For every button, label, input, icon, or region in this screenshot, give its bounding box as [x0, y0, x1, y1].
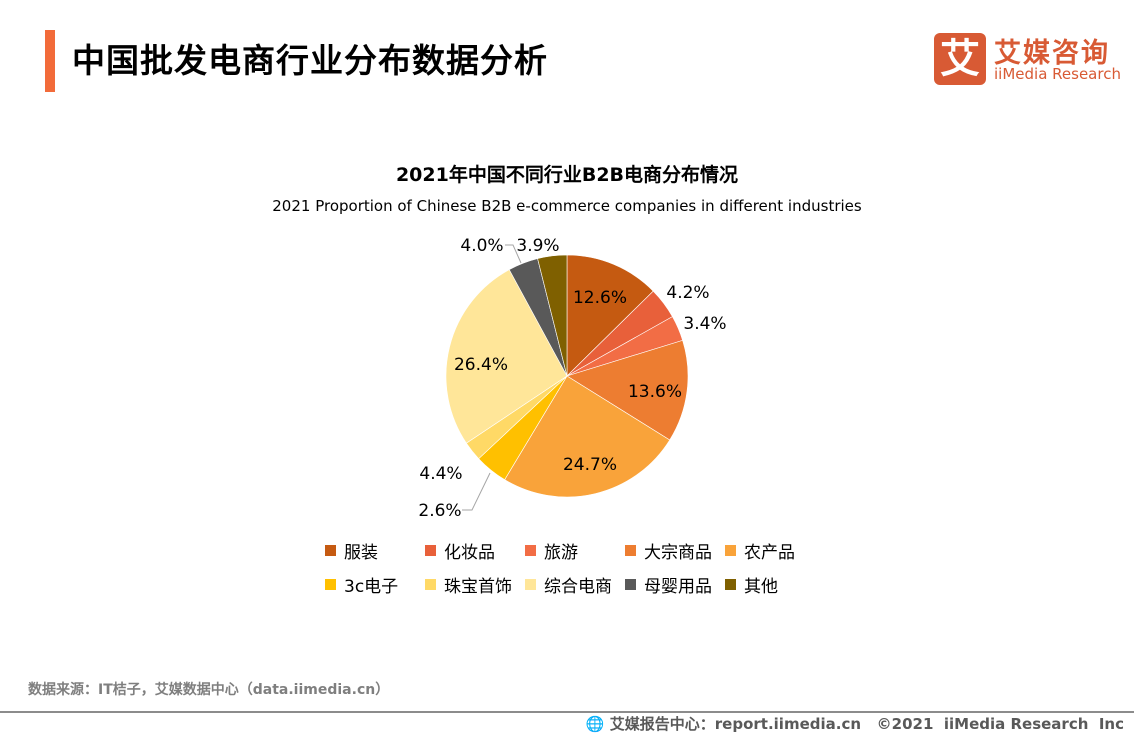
data-label: 4.0%: [460, 236, 503, 256]
logo-icon: 艾: [934, 33, 986, 85]
globe-icon: 🌐: [585, 715, 610, 733]
data-label: 3.9%: [516, 236, 559, 256]
legend-swatch: [525, 545, 536, 556]
pie-slice: [504, 375, 671, 498]
data-label: 13.6%: [628, 382, 682, 402]
legend-item: 农产品: [725, 538, 795, 563]
legend-label: 其他: [744, 577, 778, 597]
data-label: 3.4%: [683, 314, 726, 334]
legend-label: 化妆品: [444, 543, 495, 563]
legend-label: 农产品: [744, 543, 795, 563]
legend-item: 其他: [725, 572, 778, 597]
legend-swatch: [725, 579, 736, 590]
legend-swatch: [425, 545, 436, 556]
logo-text-en: iiMedia Research: [994, 65, 1121, 83]
data-label: 12.6%: [573, 288, 627, 308]
legend-item: 大宗商品: [625, 538, 712, 563]
legend-label: 珠宝首饰: [444, 577, 512, 597]
legend-swatch: [625, 545, 636, 556]
footer: 🌐 艾媒报告中心：report.iimedia.cn ©2021 iiMedia…: [586, 713, 1124, 734]
legend-item: 综合电商: [525, 572, 612, 597]
data-label: 26.4%: [454, 355, 508, 375]
data-label: 2.6%: [418, 501, 461, 521]
data-label: 4.4%: [419, 464, 462, 484]
legend-item: 3c电子: [325, 572, 398, 597]
legend-item: 旅游: [525, 538, 578, 563]
title-accent-bar: [45, 30, 55, 92]
legend-swatch: [425, 579, 436, 590]
pie-slice: [566, 254, 654, 377]
legend-item: 化妆品: [425, 538, 495, 563]
footer-divider: [0, 711, 1134, 713]
legend-label: 母婴用品: [644, 577, 712, 597]
data-label: 24.7%: [563, 455, 617, 475]
legend-label: 综合电商: [544, 577, 612, 597]
legend-swatch: [325, 579, 336, 590]
legend-label: 3c电子: [344, 577, 399, 597]
legend-item: 珠宝首饰: [425, 572, 512, 597]
pie-slice: [445, 269, 568, 444]
legend-label: 旅游: [544, 543, 578, 563]
legend-label: 服装: [344, 543, 378, 563]
legend-swatch: [325, 545, 336, 556]
leader-line: [462, 472, 491, 511]
chart-subtitle: 2021 Proportion of Chinese B2B e-commerc…: [272, 197, 862, 215]
legend-item: 母婴用品: [625, 572, 712, 597]
data-label: 4.2%: [666, 283, 709, 303]
logo-text-cn: 艾媒咨询: [994, 38, 1110, 69]
leader-line: [505, 244, 522, 264]
page-title: 中国批发电商行业分布数据分析: [72, 41, 548, 80]
footer-text: 艾媒报告中心：report.iimedia.cn ©2021 iiMedia R…: [609, 715, 1124, 733]
chart-title: 2021年中国不同行业B2B电商分布情况: [395, 164, 739, 186]
legend-swatch: [525, 579, 536, 590]
pie-slice: [566, 339, 689, 441]
legend-swatch: [625, 579, 636, 590]
data-source: 数据来源：IT桔子，艾媒数据中心（data.iimedia.cn）: [28, 682, 390, 698]
pie-slice: [537, 254, 568, 377]
legend-swatch: [725, 545, 736, 556]
legend-item: 服装: [325, 538, 378, 563]
legend-label: 大宗商品: [644, 543, 712, 563]
